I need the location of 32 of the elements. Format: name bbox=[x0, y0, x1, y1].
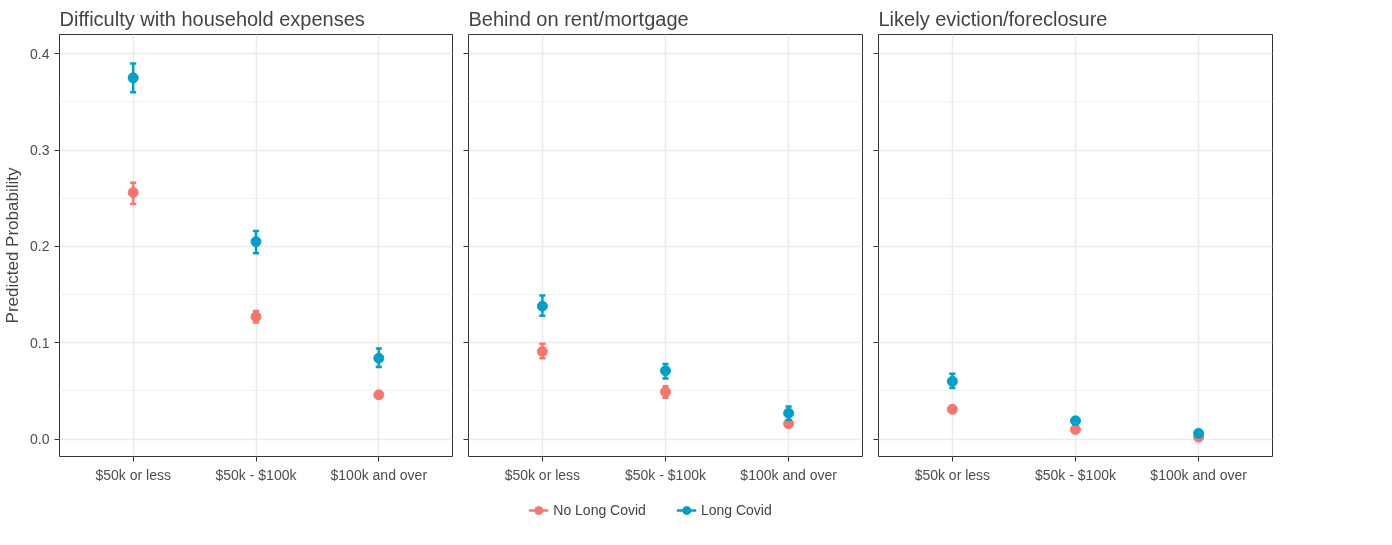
x-tick-label: $50k - $100k bbox=[625, 466, 707, 483]
point bbox=[127, 72, 139, 84]
legend-label: Long Covid bbox=[700, 502, 772, 518]
x-tick-label: $50k - $100k bbox=[1035, 466, 1117, 483]
x-tick-label: $50k or less bbox=[95, 466, 171, 483]
y-tick-label: 0.3 bbox=[30, 142, 50, 159]
point bbox=[373, 352, 385, 364]
point bbox=[1070, 415, 1081, 427]
point bbox=[1070, 424, 1081, 436]
chart-title: Behind on rent/mortgage bbox=[468, 7, 689, 30]
y-tick-label: 0.4 bbox=[30, 45, 50, 62]
chart-title: Likely eviction/foreclosure bbox=[878, 7, 1108, 30]
point bbox=[127, 187, 139, 198]
y-tick-label: 0.1 bbox=[30, 334, 50, 351]
y-tick-label: 0.0 bbox=[30, 431, 50, 448]
x-tick-label: $100k and over bbox=[740, 466, 838, 483]
point bbox=[946, 375, 958, 387]
point bbox=[250, 236, 262, 248]
y-tick-label: 0.2 bbox=[30, 238, 50, 255]
x-tick-label: $100k and over bbox=[330, 466, 428, 483]
point bbox=[536, 300, 548, 312]
point bbox=[660, 365, 671, 377]
y-axis-title: Predicted Probability bbox=[3, 167, 23, 324]
legend-label: No Long Covid bbox=[553, 502, 646, 518]
point bbox=[946, 403, 958, 415]
point bbox=[1193, 427, 1205, 439]
point bbox=[373, 389, 385, 401]
chart-title: Difficulty with household expenses bbox=[59, 7, 365, 30]
x-tick-label: $50k or less bbox=[914, 466, 991, 483]
x-tick-label: $50k or less bbox=[504, 466, 581, 483]
x-tick-label: $100k and over bbox=[1150, 466, 1248, 483]
x-tick-label: $50k - $100k bbox=[215, 466, 298, 483]
